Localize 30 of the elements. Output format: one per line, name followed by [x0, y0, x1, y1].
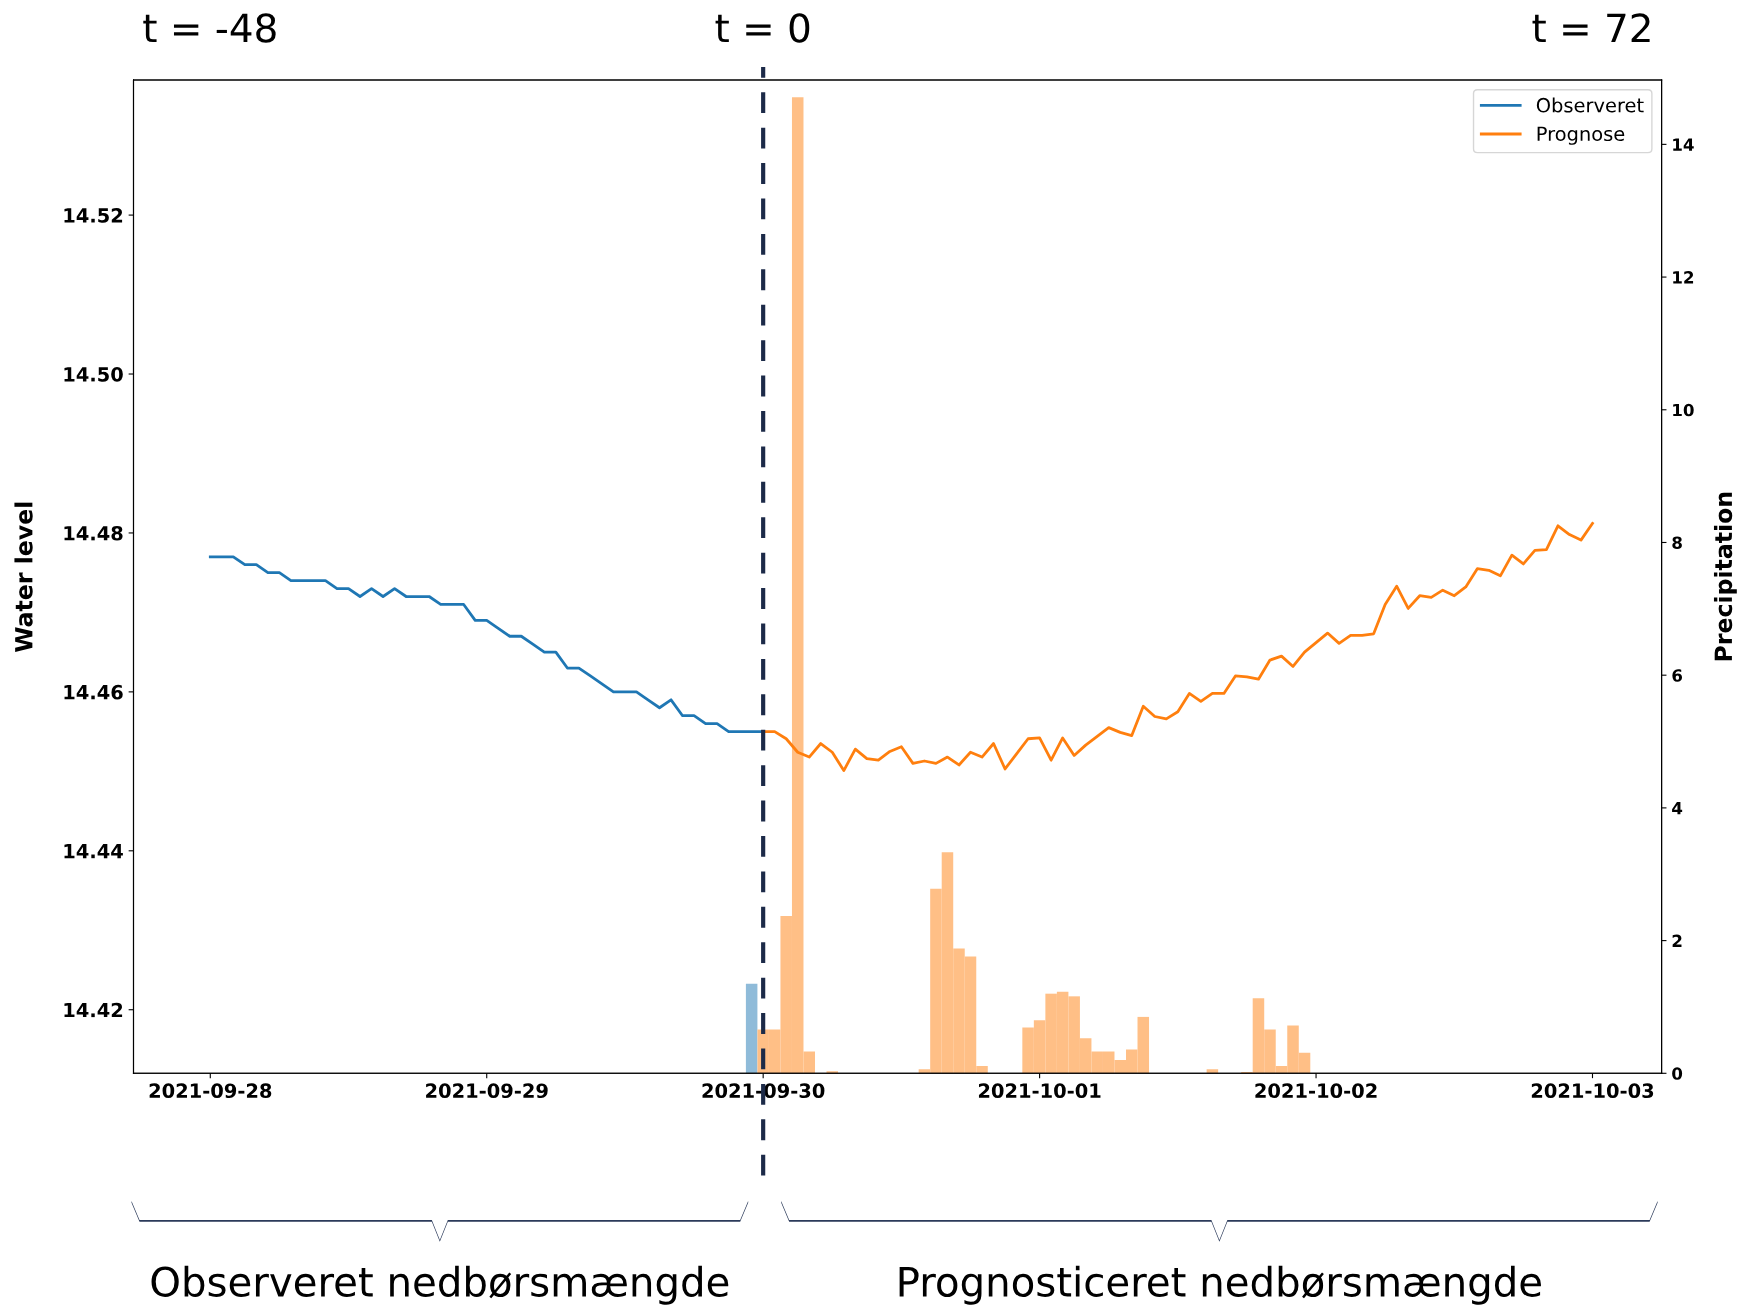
y-tick-label: 14.52 [64, 208, 123, 223]
text: t = 72 [1532, 13, 1650, 43]
y2-tick-label: 6 [1672, 669, 1683, 682]
y2-tick-label: 14 [1673, 138, 1694, 151]
y2-tick-label: 12 [1673, 271, 1694, 284]
y-tick-label: 14.42 [64, 1002, 123, 1018]
y-tick-label: 14.46 [64, 684, 123, 700]
y2-axis-title: Precipitation [1713, 492, 1737, 661]
text: t = -48 [143, 13, 276, 43]
bar [745, 983, 758, 1074]
x-tick-label: 2021-09-28 [149, 1083, 272, 1099]
y2-tick-label: 4 [1672, 802, 1683, 815]
y2-tick-label: 2 [1672, 934, 1682, 947]
ref-line-label: t = 0 [715, 13, 810, 43]
y-axis-title: Water level [14, 502, 33, 652]
y-tick-label: 14.44 [64, 844, 123, 859]
y2-tick-label: 10 [1673, 403, 1694, 417]
x-tick-label: 2021-10-03 [1531, 1083, 1654, 1099]
y-tick-label: 14.48 [64, 525, 123, 541]
text: Observeret nedbørsmængde [151, 1265, 729, 1305]
x-tick-label: 2021-10-02 [1255, 1083, 1377, 1099]
legend-label: Prognose [1537, 126, 1625, 145]
x-tick-label: 2021-10-01 [978, 1083, 1101, 1099]
text: Prognosticeret nedbørsmængde [899, 1265, 1541, 1305]
x-tick-label: 2021-09-29 [426, 1083, 548, 1099]
legend-label: Observeret [1536, 97, 1644, 113]
y2-tick-label: 8 [1672, 536, 1682, 550]
y2-tick-label: 0 [1672, 1067, 1683, 1080]
bar [1206, 1069, 1219, 1074]
y-tick-label: 14.50 [64, 366, 123, 382]
